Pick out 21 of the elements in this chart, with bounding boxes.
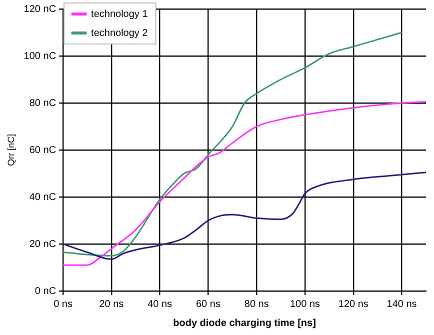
x-tick-label: 20 ns <box>99 298 124 310</box>
y-tick-label: 120 nC <box>24 4 56 15</box>
x-tick-label: 80 ns <box>244 298 269 310</box>
x-axis-title: body diode charging time [ns] <box>173 318 316 329</box>
y-tick-label: 0 nC <box>34 286 56 297</box>
y-tick-label: 20 nC <box>29 238 56 250</box>
y-tick-label: 100 nC <box>24 50 56 62</box>
x-tick-label: 120 ns <box>338 298 368 310</box>
line-series <box>63 172 426 260</box>
legend-label: technology 1 <box>91 8 148 20</box>
x-tick-label: 0 ns <box>54 298 72 310</box>
y-tick-label: 80 nC <box>29 98 56 109</box>
x-tick-label: 140 ns <box>386 298 417 310</box>
y-tick-label: 40 nC <box>29 192 56 203</box>
legend-label: technology 2 <box>91 28 148 39</box>
x-tick-label: 40 ns <box>148 298 172 310</box>
line-series <box>63 101 426 266</box>
x-tick-label: 100 ns <box>290 298 320 310</box>
x-tick-label: 60 ns <box>196 298 220 310</box>
y-axis-title: Qrr [nC] <box>6 134 16 166</box>
y-tick-label: 60 nC <box>29 144 56 156</box>
